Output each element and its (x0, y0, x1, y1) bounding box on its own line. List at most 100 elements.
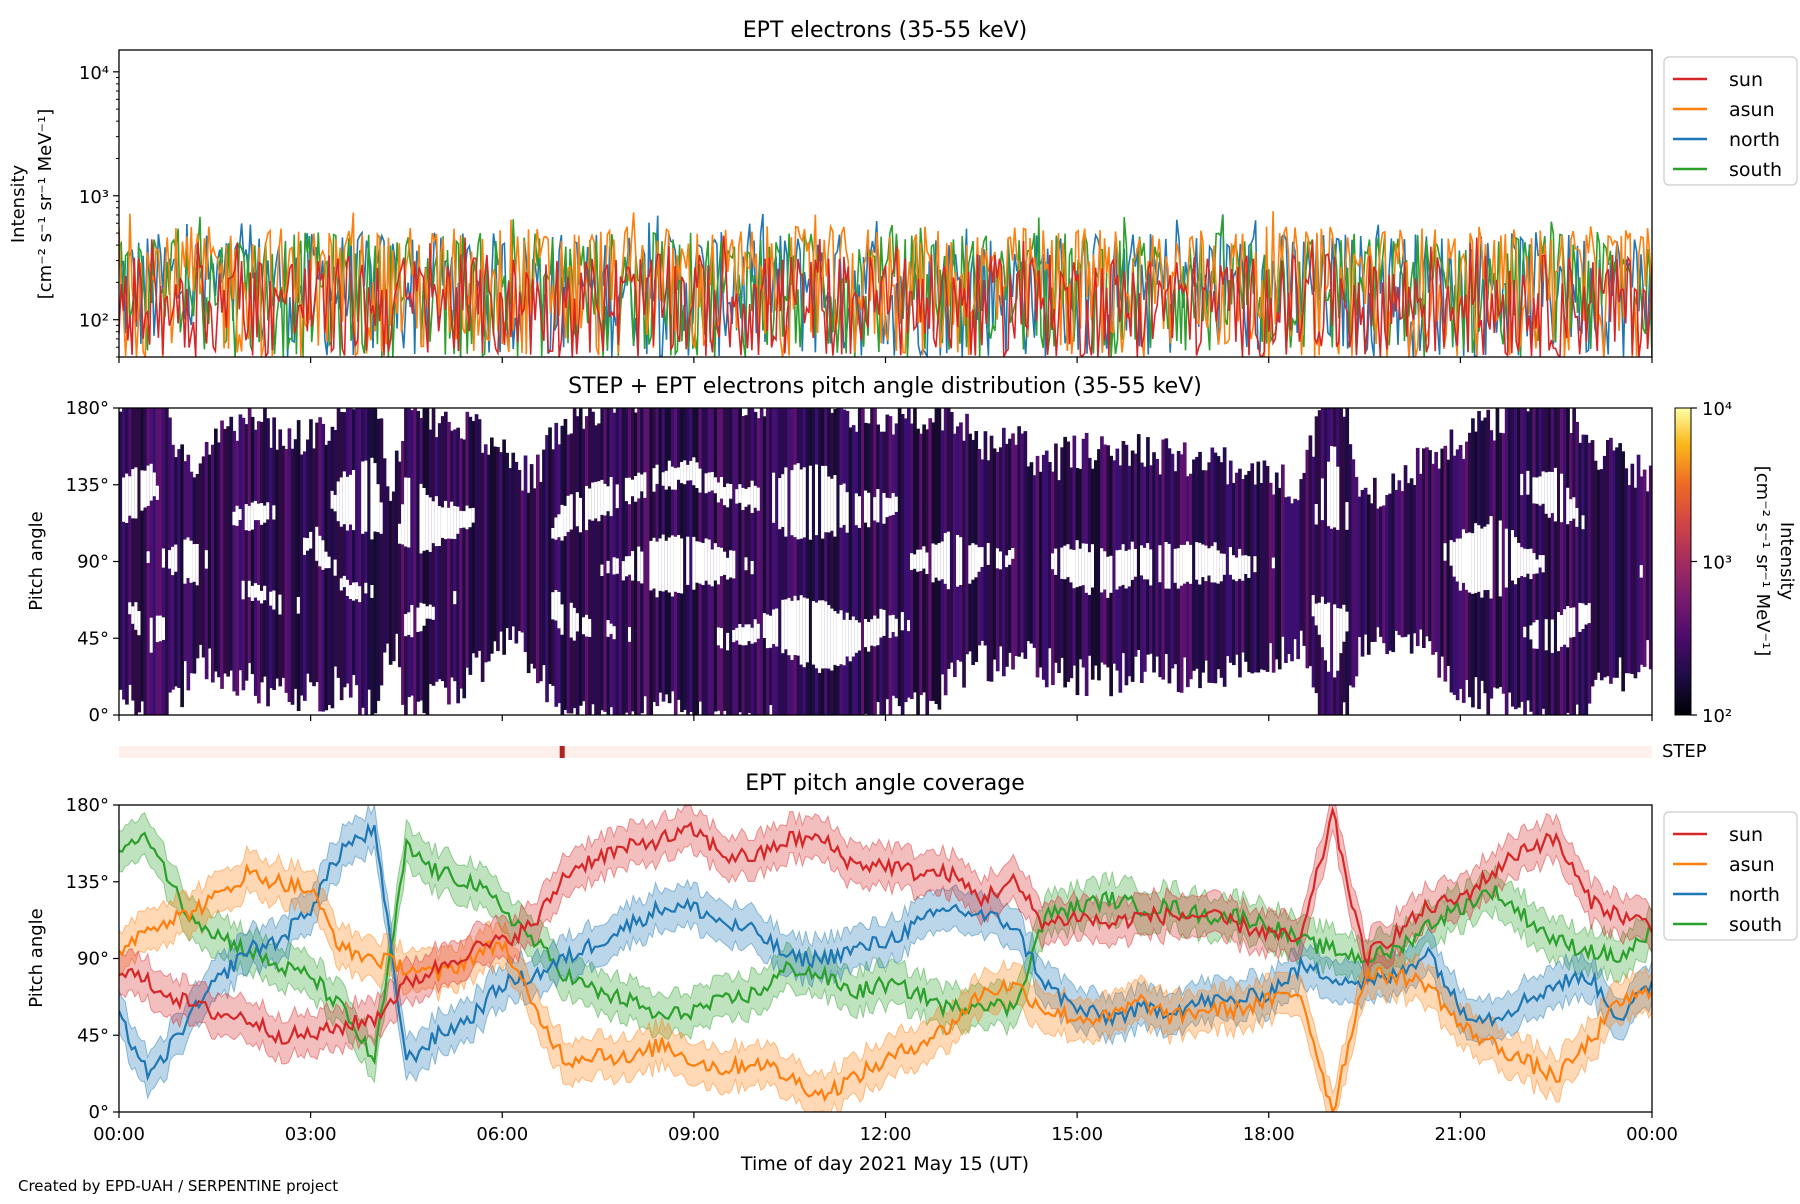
heatmap-gap (808, 465, 813, 540)
heatmap-gap (670, 466, 675, 490)
heatmap-gap (428, 497, 433, 552)
heatmap-cell (839, 408, 844, 715)
heatmap-gap (257, 584, 261, 601)
heatmap-gap (1140, 545, 1144, 576)
heatmap-gap (977, 547, 982, 572)
heatmap-gap (1523, 548, 1527, 578)
heatmap-cell (1422, 448, 1426, 648)
heatmap-gap (680, 462, 684, 484)
heatmap-gap (683, 460, 687, 485)
heatmap-gap (922, 546, 926, 569)
heatmap-gap (1529, 548, 1534, 580)
heatmap-gap (857, 622, 862, 651)
heatmap-gap (658, 538, 663, 591)
heatmap-gap (263, 505, 267, 523)
heatmap-gap (1103, 551, 1107, 590)
heatmap-gap (1535, 559, 1540, 574)
legend-coverage: sun asun north south (1663, 811, 1798, 941)
heatmap-gap (1235, 557, 1239, 582)
heatmap-cell (1336, 408, 1340, 715)
heatmap-gap (1544, 472, 1549, 514)
heatmap-gap (1461, 529, 1466, 583)
heatmap-gap (204, 550, 209, 569)
heatmap-gap (1130, 541, 1135, 580)
heatmap-gap (805, 598, 810, 663)
heatmap-cell (1550, 408, 1555, 715)
heatmap-gap (348, 474, 353, 525)
heatmap-gap (793, 595, 798, 655)
heatmap-cell (229, 416, 234, 671)
heatmap-cell (1633, 487, 1638, 679)
heatmap-gap (686, 536, 690, 585)
heatmap-cell (462, 439, 467, 699)
heatmap-gap (149, 463, 154, 501)
heatmap-cell (1357, 496, 1362, 637)
heatmap-gap (1449, 540, 1454, 566)
heatmap-cell (207, 454, 212, 649)
heatmap-cell (578, 408, 583, 706)
heatmap-cell (520, 490, 525, 633)
heatmap-gap (158, 615, 163, 642)
heatmap-gap (578, 497, 583, 533)
heatmap-cell (444, 411, 448, 688)
heatmap-gap (434, 496, 439, 547)
heatmap-gap (425, 606, 430, 619)
heatmap-gap (551, 592, 555, 620)
heatmap-gap (882, 493, 887, 524)
ytick-label: 0° (89, 705, 109, 726)
heatmap-gap (974, 544, 979, 578)
heatmap-cell (1403, 465, 1408, 637)
heatmap-gap (1186, 541, 1190, 582)
heatmap-gap (404, 477, 408, 547)
heatmap-gap (1204, 545, 1209, 582)
heatmap-gap (784, 599, 788, 650)
heatmap-gap (146, 551, 151, 563)
heatmap-gap (1054, 548, 1058, 575)
heatmap-gap (1100, 548, 1104, 593)
heatmap-gap (1075, 540, 1080, 588)
heatmap-cell (180, 444, 184, 708)
heatmap-gap (750, 480, 755, 513)
heatmap-gap (1566, 487, 1570, 525)
panel1-series-group (119, 211, 1652, 357)
heatmap-gap (934, 544, 939, 578)
heatmap-cell (1308, 435, 1313, 667)
heatmap-gap (796, 600, 801, 656)
heatmap-gap (891, 614, 896, 632)
heatmap-cell (953, 433, 957, 677)
heatmap-cell (989, 435, 994, 682)
heatmap-cell (505, 452, 509, 629)
heatmap-gap (867, 492, 871, 528)
heatmap-gap (692, 457, 696, 486)
heatmap-gap (870, 619, 874, 646)
heatmap-cell (201, 456, 206, 658)
heatmap-gap (864, 619, 868, 648)
heatmap-cell (857, 408, 862, 715)
heatmap-gap (250, 585, 255, 601)
panel2-ylabel: Pitch angle (26, 511, 47, 610)
heatmap-cell (769, 408, 773, 706)
heatmap-cell (1440, 448, 1445, 657)
heatmap-gap (155, 485, 160, 500)
heatmap-cell (1406, 483, 1411, 635)
heatmap-gap (624, 556, 629, 577)
heatmap-gap (1182, 544, 1187, 584)
heatmap-cell (198, 463, 203, 645)
heatmap-gap (787, 597, 792, 656)
heatmap-gap (260, 503, 264, 525)
heatmap-cell (257, 421, 261, 704)
heatmap-cell (434, 437, 439, 682)
heatmap-gap (459, 510, 463, 529)
heatmap-gap (873, 497, 877, 521)
heatmap-cell (833, 409, 838, 715)
heatmap-cell (1621, 451, 1625, 692)
heatmap-gap (1084, 543, 1089, 593)
heatmap-cell (842, 409, 847, 715)
heatmap-gap (333, 559, 338, 576)
heatmap-gap (244, 504, 249, 531)
heatmap-gap (582, 617, 586, 635)
heatmap-gap (628, 627, 632, 642)
heatmap-cell (211, 444, 215, 683)
heatmap-gap (444, 500, 448, 540)
